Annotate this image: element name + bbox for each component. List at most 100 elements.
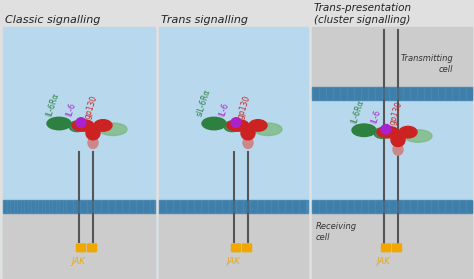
Bar: [443, 88, 445, 98]
Bar: [404, 201, 406, 212]
Bar: [116, 201, 118, 212]
Bar: [362, 88, 364, 98]
Ellipse shape: [88, 137, 98, 148]
Ellipse shape: [391, 133, 405, 146]
Bar: [265, 201, 267, 212]
Bar: [393, 88, 395, 98]
Text: IL-6: IL-6: [217, 102, 230, 118]
Bar: [258, 201, 260, 212]
Bar: [327, 201, 329, 212]
Bar: [425, 201, 427, 212]
Bar: [397, 201, 399, 212]
Bar: [453, 201, 455, 212]
Bar: [244, 201, 246, 212]
Bar: [330, 88, 332, 98]
Text: Classic signalling: Classic signalling: [5, 15, 100, 25]
Bar: [102, 201, 104, 212]
Bar: [348, 201, 350, 212]
Bar: [272, 201, 274, 212]
Bar: [432, 201, 434, 212]
Text: IL-6: IL-6: [64, 102, 77, 118]
Bar: [341, 88, 343, 98]
Text: sIL-6Rα: sIL-6Rα: [195, 88, 212, 118]
Bar: [227, 201, 228, 212]
Bar: [312, 87, 472, 100]
Bar: [436, 201, 438, 212]
Bar: [380, 88, 382, 98]
Bar: [279, 201, 281, 212]
Bar: [348, 88, 350, 98]
Bar: [443, 201, 445, 212]
Bar: [418, 201, 420, 212]
Circle shape: [76, 118, 86, 127]
Bar: [358, 201, 360, 212]
Bar: [28, 201, 30, 212]
Bar: [60, 201, 62, 212]
Bar: [137, 201, 139, 212]
Bar: [362, 201, 364, 212]
Bar: [303, 201, 305, 212]
Bar: [390, 201, 392, 212]
Bar: [147, 201, 149, 212]
Bar: [81, 201, 83, 212]
Bar: [373, 88, 374, 98]
Bar: [18, 201, 20, 212]
Ellipse shape: [241, 126, 255, 140]
Bar: [446, 201, 448, 212]
Bar: [230, 201, 232, 212]
Text: gp130: gp130: [83, 94, 99, 120]
Bar: [144, 201, 146, 212]
Bar: [160, 201, 162, 212]
Ellipse shape: [72, 120, 94, 131]
Bar: [414, 201, 417, 212]
Bar: [397, 88, 399, 98]
Bar: [159, 200, 308, 213]
Bar: [164, 201, 165, 212]
Bar: [119, 201, 121, 212]
Bar: [64, 201, 65, 212]
Bar: [4, 201, 6, 212]
Bar: [365, 201, 367, 212]
Bar: [436, 88, 438, 98]
Bar: [202, 201, 204, 212]
Bar: [106, 201, 108, 212]
Circle shape: [381, 124, 391, 134]
Bar: [393, 201, 395, 212]
Bar: [3, 27, 155, 278]
Bar: [369, 88, 371, 98]
Bar: [188, 201, 190, 212]
Bar: [8, 201, 9, 212]
Circle shape: [231, 118, 241, 127]
Bar: [209, 201, 211, 212]
Bar: [184, 201, 186, 212]
FancyBboxPatch shape: [76, 244, 85, 252]
Ellipse shape: [47, 117, 71, 130]
Bar: [130, 201, 132, 212]
Bar: [212, 201, 214, 212]
Bar: [411, 88, 413, 98]
Text: Transmitting
cell: Transmitting cell: [400, 54, 453, 74]
Bar: [464, 88, 465, 98]
Ellipse shape: [94, 120, 112, 131]
Bar: [425, 88, 427, 98]
Ellipse shape: [399, 126, 417, 138]
Bar: [337, 88, 339, 98]
Bar: [467, 88, 469, 98]
Text: Receiving
cell: Receiving cell: [316, 222, 357, 242]
Text: IL-6: IL-6: [369, 108, 382, 124]
Text: Trans signalling: Trans signalling: [161, 15, 248, 25]
Text: JAK: JAK: [376, 257, 390, 266]
Bar: [39, 201, 41, 212]
Bar: [390, 88, 392, 98]
Bar: [383, 201, 385, 212]
Bar: [355, 88, 357, 98]
Text: JAK: JAK: [71, 257, 85, 266]
Bar: [49, 201, 51, 212]
FancyBboxPatch shape: [382, 244, 391, 252]
Bar: [428, 88, 430, 98]
Bar: [174, 201, 176, 212]
Bar: [320, 88, 322, 98]
Bar: [449, 201, 451, 212]
Bar: [334, 201, 336, 212]
Bar: [352, 88, 354, 98]
